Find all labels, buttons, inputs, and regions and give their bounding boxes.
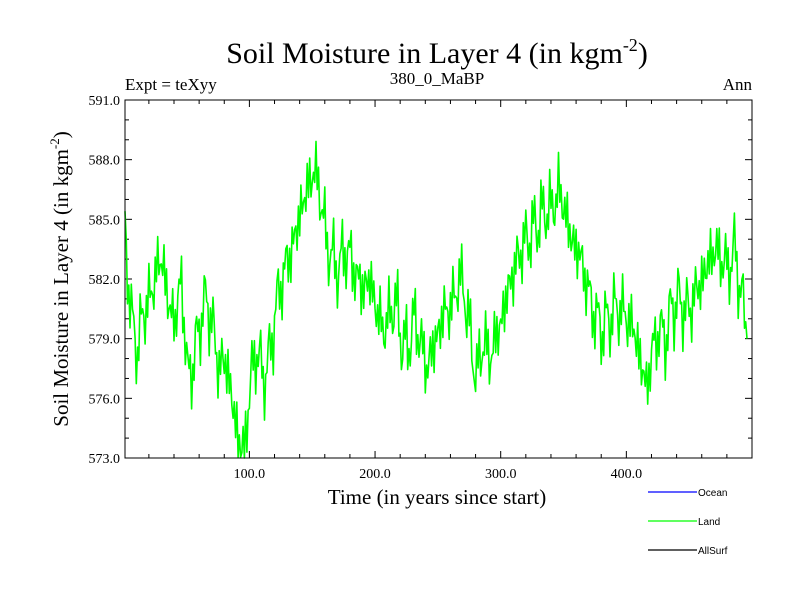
y-axis-label-superscript: -2 <box>47 138 62 149</box>
y-tick-label: 582.0 <box>89 273 121 288</box>
legend-label-ocean: Ocean <box>698 488 727 499</box>
y-tick-label: 588.0 <box>89 154 121 169</box>
chart-title: Soil Moisture in Layer 4 (in kgm-2) <box>226 35 648 70</box>
y-tick-label: 591.0 <box>89 94 121 109</box>
x-tick-label: 100.0 <box>234 467 266 482</box>
legend-label-allsurf: AllSurf <box>698 546 728 557</box>
x-tick-label: 300.0 <box>485 467 517 482</box>
series-line-land <box>124 140 748 459</box>
x-tick-label: 200.0 <box>359 467 391 482</box>
chart-title-main: Soil Moisture in Layer 4 (in kgm <box>226 37 623 70</box>
y-axis-label-main: Soil Moisture in Layer 4 (in kgm <box>49 149 73 427</box>
subtitle-left: Expt = teXyy <box>125 75 217 94</box>
y-axis-label: Soil Moisture in Layer 4 (in kgm-2) <box>47 131 73 426</box>
chart-title-superscript: -2 <box>623 35 638 55</box>
plot-frame <box>124 99 753 459</box>
series-layer <box>124 140 748 459</box>
x-axis-ticks: 100.0 200.0 300.0 400.0 <box>148 100 728 482</box>
x-tick-label: 400.0 <box>611 467 643 482</box>
y-tick-label: 573.0 <box>89 452 121 467</box>
x-axis-label: Time (in years since start) <box>328 485 547 509</box>
y-axis-label-close: ) <box>49 131 73 138</box>
legend: Ocean Land AllSurf <box>648 488 728 557</box>
subtitle-right: Ann <box>723 75 753 94</box>
chart-title-close: ) <box>638 37 648 70</box>
subtitle-center: 380_0_MaBP <box>390 69 484 88</box>
y-tick-label: 585.0 <box>89 213 121 228</box>
y-tick-label: 579.0 <box>89 333 121 348</box>
y-axis-ticks: 573.0 576.0 579.0 582.0 585.0 588.0 591.0 <box>89 94 752 467</box>
y-tick-label: 576.0 <box>89 392 121 407</box>
legend-label-land: Land <box>698 517 720 528</box>
